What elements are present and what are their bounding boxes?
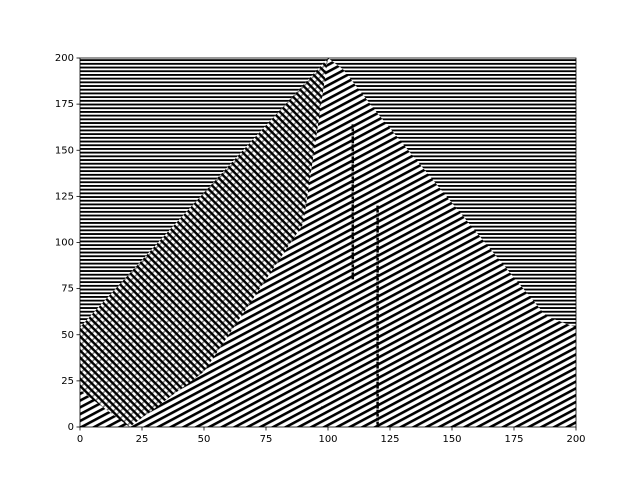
y-tick-label: 75 xyxy=(61,284,74,295)
x-tick-label: 50 xyxy=(198,434,211,445)
y-tick-label: 125 xyxy=(55,191,74,202)
y-tick-label: 50 xyxy=(61,330,74,341)
x-tick-label: 150 xyxy=(442,434,461,445)
x-tick-label: 75 xyxy=(260,434,273,445)
y-tick-label: 200 xyxy=(55,53,74,64)
y-tick-label: 100 xyxy=(55,238,74,249)
x-tick-label: 200 xyxy=(566,434,585,445)
x-tick-label: 0 xyxy=(77,434,83,445)
y-tick-label: 0 xyxy=(68,422,74,433)
x-tick-label: 25 xyxy=(136,434,149,445)
x-tick-label: 100 xyxy=(318,434,337,445)
y-tick-label: 150 xyxy=(55,145,74,156)
x-tick-label: 175 xyxy=(504,434,523,445)
x-tick-label: 125 xyxy=(380,434,399,445)
y-tick-label: 25 xyxy=(61,376,74,387)
image-region xyxy=(80,58,328,427)
y-tick-label: 175 xyxy=(55,99,74,110)
